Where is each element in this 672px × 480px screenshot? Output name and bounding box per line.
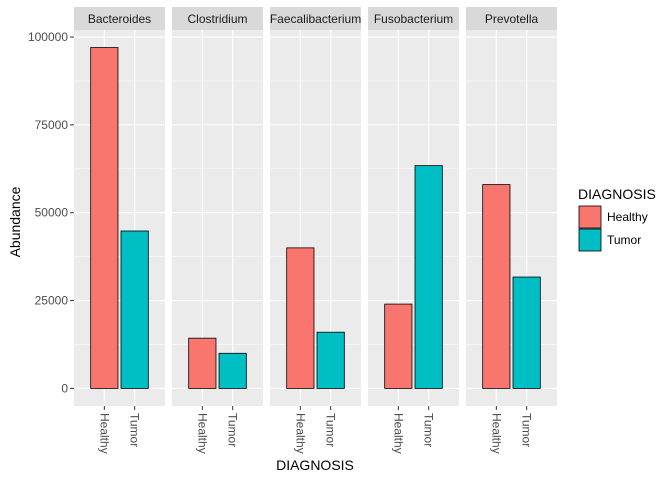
y-axis: 0 25000 50000 75000 100000: [28, 30, 74, 395]
legend-entry-healthy: Healthy: [578, 205, 648, 229]
x-tick-label: Tumor: [324, 413, 338, 447]
x-axis-title: DIAGNOSIS: [276, 457, 354, 473]
facet-panels: Bacteroides Healthy Tumor Clostridium Health…: [74, 7, 557, 454]
panel-background: [172, 30, 263, 406]
bar-fusobacterium-tumor: [414, 165, 443, 389]
legend-key: [578, 205, 602, 229]
legend-label: Healthy: [607, 210, 648, 224]
strip-background: [270, 7, 361, 30]
legend-key: [578, 228, 602, 252]
panel-background: [466, 30, 557, 406]
x-tick-label: Tumor: [520, 413, 534, 447]
facet-panel-prevotella: Prevotella Healthy Tumor: [466, 7, 557, 454]
bar-bacteroides-tumor: [120, 230, 149, 389]
strip-background: [172, 7, 263, 30]
strip-label: Clostridium: [187, 12, 247, 26]
bar-prevotella-healthy: [482, 184, 511, 389]
y-tick-label: 0: [61, 381, 68, 395]
x-tick-label: Healthy: [293, 413, 307, 454]
bar-prevotella-tumor: [512, 276, 541, 389]
bar-bacteroides-healthy: [90, 47, 119, 389]
y-tick-label: 25000: [35, 294, 69, 308]
panel-background: [270, 30, 361, 406]
strip-label: Faecalibacterium: [270, 12, 361, 26]
x-tick-label: Healthy: [391, 413, 405, 454]
bar-clostridium-tumor: [218, 352, 247, 389]
x-tick-label: Healthy: [195, 413, 209, 454]
strip-label: Bacteroides: [88, 12, 151, 26]
facet-panel-faecalibacterium: Faecalibacterium Healthy Tumor: [270, 7, 361, 454]
legend-label: Tumor: [607, 233, 641, 247]
y-tick-label: 50000: [35, 206, 69, 220]
legend-title: DIAGNOSIS: [578, 186, 656, 202]
x-tick-label: Tumor: [422, 413, 436, 447]
legend-entry-tumor: Tumor: [578, 228, 641, 252]
strip-background: [368, 7, 459, 30]
bar-fusobacterium-healthy: [384, 303, 413, 389]
facet-panel-clostridium: Clostridium Healthy Tumor: [172, 7, 263, 454]
y-tick-label: 75000: [35, 118, 69, 132]
strip-label: Prevotella: [485, 12, 539, 26]
strip-background: [466, 7, 557, 30]
x-tick-label: Healthy: [97, 413, 111, 454]
bar-clostridium-healthy: [188, 337, 217, 389]
x-tick-label: Tumor: [226, 413, 240, 447]
y-tick-label: 100000: [28, 30, 68, 44]
bar-faecalibacterium-tumor: [316, 331, 345, 389]
x-tick-label: Tumor: [128, 413, 142, 447]
y-axis-title: Abundance: [7, 186, 23, 257]
strip-label: Fusobacterium: [374, 12, 453, 26]
bar-faecalibacterium-healthy: [286, 247, 315, 389]
legend: DIAGNOSIS Healthy Tumor: [578, 186, 656, 252]
facet-panel-fusobacterium: Fusobacterium Healthy Tumor: [368, 7, 459, 454]
panel-background: [368, 30, 459, 406]
panel-background: [74, 30, 165, 406]
strip-background: [74, 7, 165, 30]
facet-panel-bacteroides: Bacteroides Healthy Tumor: [74, 7, 165, 454]
x-tick-label: Healthy: [489, 413, 503, 454]
